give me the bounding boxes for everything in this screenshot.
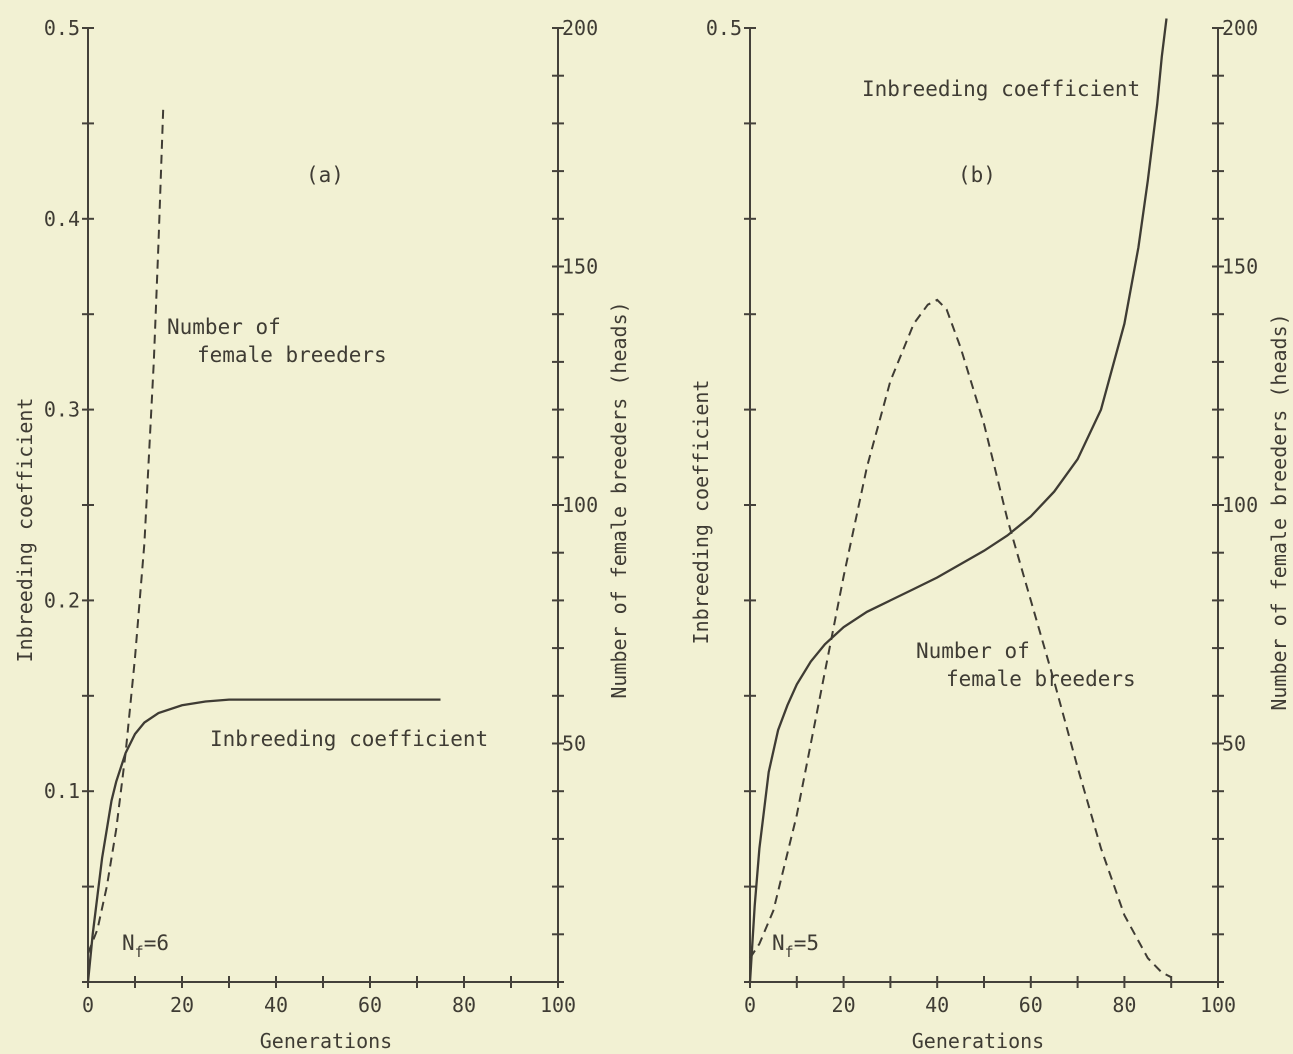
left-y-tick-label: 0.2 [44,588,80,612]
x-axis-title: Generations [260,1029,392,1053]
x-tick-label: 0 [82,993,94,1017]
breeders-annotation-line2: female breeders [946,667,1136,691]
nf-subscript: f [135,943,144,961]
x-tick-label: 100 [1200,993,1236,1017]
left-y-tick-label: 0.5 [706,16,742,40]
right-y-tick-label: 50 [562,732,586,756]
left-y-tick-label: 0.5 [44,16,80,40]
right-y-tick-label: 200 [1222,16,1258,40]
left-y-tick-label: 0.1 [44,779,80,803]
nf-subscript: f [785,943,794,961]
left-y-tick-label: 0.4 [44,207,80,231]
right-axis-title: Number of female breeders (heads) [1267,313,1291,710]
panel-label: (b) [958,163,996,187]
nf-value: =6 [144,931,169,955]
x-tick-label: 80 [452,993,476,1017]
panel-a: (a) Inbreeding coefficient Number of fem… [13,16,631,1053]
panel-b: (b) Inbreeding coefficient Number of fem… [689,16,1291,1053]
panel-label: (a) [306,163,344,187]
x-tick-label: 100 [540,993,576,1017]
right-y-tick-label: 50 [1222,732,1246,756]
right-y-tick-label: 150 [1222,255,1258,279]
nf-label: Nf=5 [772,931,819,961]
right-y-tick-label: 200 [562,16,598,40]
nf-main: N [772,931,785,955]
breeders-annotation-line1: Number of [167,315,281,339]
x-tick-label: 40 [264,993,288,1017]
inbreeding-coefficient-line [86,698,441,983]
female-breeders-line [749,298,1172,979]
nf-value: =5 [794,931,819,955]
x-axis-title: Generations [912,1029,1044,1053]
left-axis-title: Inbreeding coefficient [13,398,37,663]
inbreeding-coefficient-line [748,18,1168,983]
right-axis-title: Number of female breeders (heads) [607,301,631,698]
right-y-tick-label: 100 [1222,493,1258,517]
x-tick-label: 60 [1019,993,1043,1017]
x-tick-label: 0 [744,993,756,1017]
breeders-annotation-line1: Number of [916,639,1030,663]
right-y-tick-label: 100 [562,493,598,517]
inbreeding-annotation: Inbreeding coefficient [862,77,1140,101]
x-tick-label: 60 [358,993,382,1017]
inbreeding-annotation: Inbreeding coefficient [210,727,488,751]
female-breeders-line [87,109,165,954]
breeders-annotation-line2: female breeders [197,343,387,367]
left-y-tick-label: 0.3 [44,398,80,422]
right-y-tick-label: 150 [562,255,598,279]
x-tick-label: 40 [925,993,949,1017]
left-axis-title: Inbreeding coefficient [689,380,713,645]
x-tick-label: 80 [1112,993,1136,1017]
x-tick-label: 20 [170,993,194,1017]
x-tick-label: 20 [832,993,856,1017]
nf-label: Nf=6 [122,931,169,961]
nf-main: N [122,931,135,955]
